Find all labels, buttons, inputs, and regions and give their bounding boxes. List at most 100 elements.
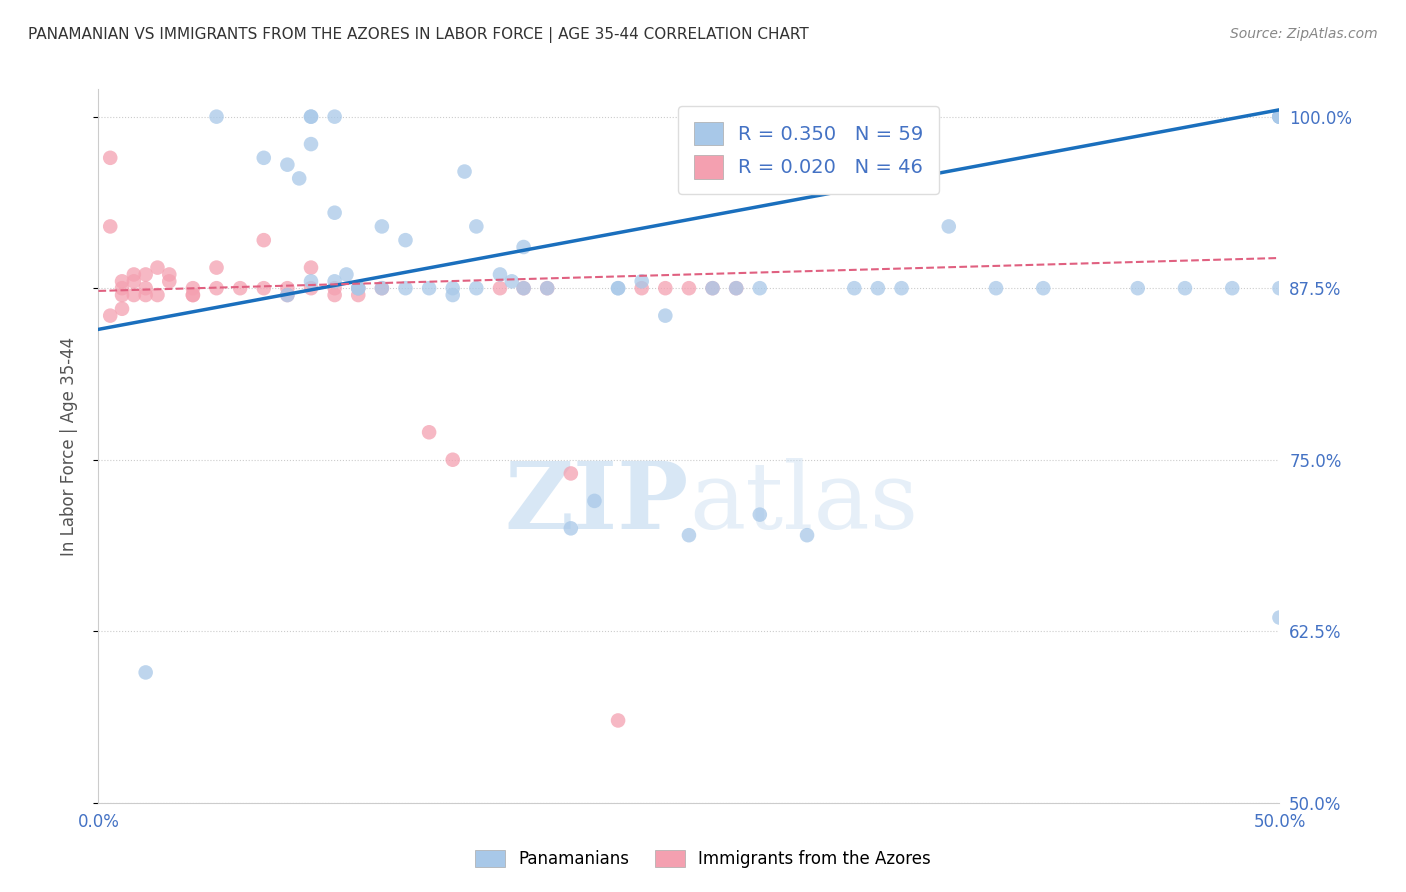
Point (630, 274, 652, 288)
Point (465, 219, 488, 234)
Point (122, 274, 145, 288)
Point (335, 268, 357, 282)
Point (1220, 281, 1243, 295)
Point (276, 288, 298, 302)
Point (157, 274, 180, 288)
Point (253, 151, 276, 165)
Point (347, 281, 370, 295)
Point (418, 281, 440, 295)
Point (678, 281, 700, 295)
Y-axis label: In Labor Force | Age 35-44: In Labor Force | Age 35-44 (59, 336, 77, 556)
Point (1032, 281, 1054, 295)
Point (560, 521, 582, 535)
Point (323, 274, 346, 288)
Legend: R = 0.350   N = 59, R = 0.020   N = 46: R = 0.350 N = 59, R = 0.020 N = 46 (678, 106, 939, 194)
Point (441, 288, 464, 302)
Point (418, 425, 440, 440)
Point (748, 508, 770, 522)
Text: PANAMANIAN VS IMMIGRANTS FROM THE AZORES IN LABOR FORCE | AGE 35-44 CORRELATION : PANAMANIAN VS IMMIGRANTS FROM THE AZORES… (28, 27, 808, 43)
Point (276, 281, 298, 295)
Point (98, 151, 121, 165)
Point (276, 158, 298, 172)
Point (890, 281, 912, 295)
Point (607, 281, 630, 295)
Point (501, 274, 523, 288)
Point (512, 240, 534, 254)
Point (938, 219, 960, 234)
Point (630, 281, 652, 295)
Text: Source: ZipAtlas.com: Source: ZipAtlas.com (1230, 27, 1378, 41)
Point (98, 309, 121, 323)
Point (371, 281, 394, 295)
Point (1268, 281, 1291, 295)
Point (111, 274, 134, 288)
Point (111, 288, 134, 302)
Point (135, 268, 157, 282)
Point (229, 281, 252, 295)
Point (299, 260, 322, 275)
Point (299, 137, 322, 152)
Point (181, 288, 204, 302)
Point (323, 110, 346, 124)
Text: atlas: atlas (689, 458, 918, 548)
Point (1268, 110, 1291, 124)
Point (299, 274, 322, 288)
Point (1268, 110, 1291, 124)
Point (489, 281, 512, 295)
Point (702, 281, 724, 295)
Point (347, 281, 370, 295)
Point (702, 281, 724, 295)
Point (1174, 281, 1197, 295)
Point (135, 288, 157, 302)
Point (441, 452, 464, 467)
Point (607, 281, 630, 295)
Point (371, 219, 394, 234)
Point (1268, 110, 1291, 124)
Point (98, 219, 121, 234)
Point (748, 281, 770, 295)
Point (536, 281, 558, 295)
Point (394, 233, 416, 247)
Point (323, 281, 346, 295)
Point (347, 281, 370, 295)
Point (489, 268, 512, 282)
Text: ZIP: ZIP (505, 458, 689, 548)
Point (146, 260, 169, 275)
Point (560, 467, 582, 481)
Point (299, 110, 322, 124)
Point (866, 281, 889, 295)
Point (1268, 610, 1291, 624)
Point (205, 110, 228, 124)
Point (607, 714, 630, 728)
Point (205, 260, 228, 275)
Point (583, 494, 606, 508)
Legend: Panamanians, Immigrants from the Azores: Panamanians, Immigrants from the Azores (468, 843, 938, 875)
Point (347, 288, 370, 302)
Point (654, 281, 676, 295)
Point (181, 288, 204, 302)
Point (122, 288, 145, 302)
Point (371, 281, 394, 295)
Point (512, 281, 534, 295)
Point (299, 110, 322, 124)
Point (111, 281, 134, 295)
Point (205, 281, 228, 295)
Point (1268, 110, 1291, 124)
Point (146, 288, 169, 302)
Point (512, 281, 534, 295)
Point (725, 281, 748, 295)
Point (678, 528, 700, 542)
Point (453, 164, 475, 178)
Point (1268, 110, 1291, 124)
Point (288, 171, 311, 186)
Point (276, 288, 298, 302)
Point (725, 281, 748, 295)
Point (984, 281, 1007, 295)
Point (654, 309, 676, 323)
Point (465, 281, 488, 295)
Point (323, 288, 346, 302)
Point (394, 281, 416, 295)
Point (796, 528, 818, 542)
Point (844, 281, 866, 295)
Point (441, 281, 464, 295)
